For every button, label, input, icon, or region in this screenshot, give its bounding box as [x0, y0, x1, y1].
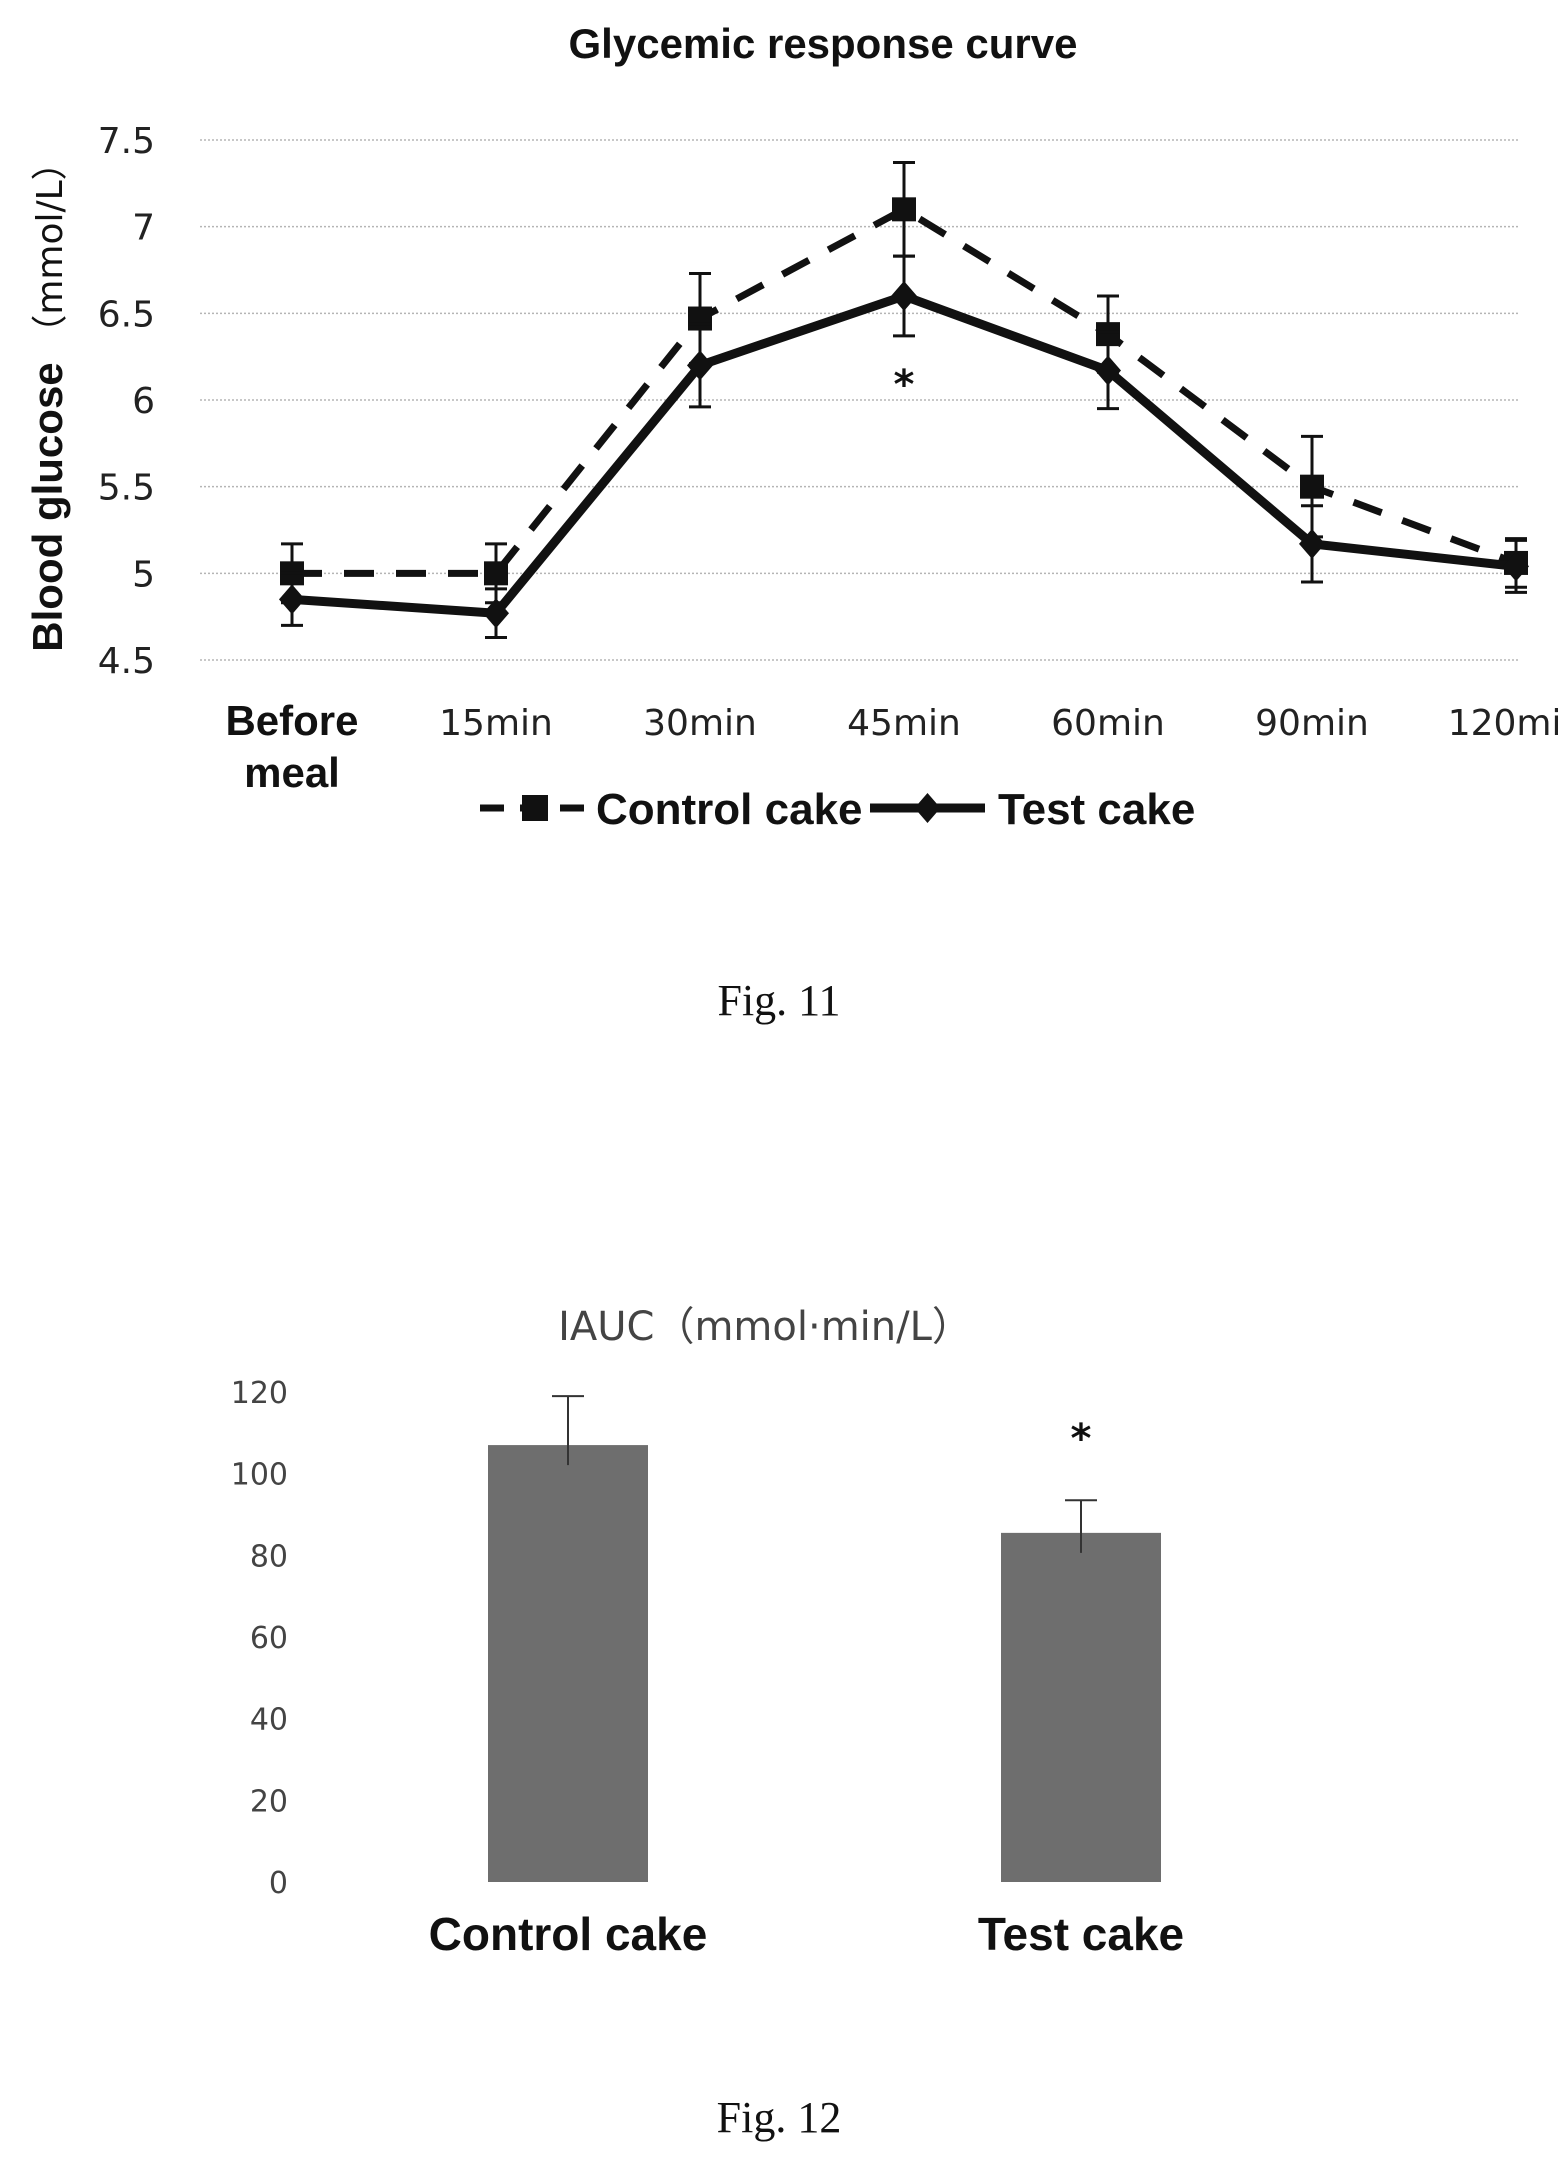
chart1-legend-marker-diamond: [914, 793, 941, 823]
chart1-x-tick-label: 90min: [1255, 703, 1369, 744]
chart1-y-tick-label: 7.5: [98, 121, 155, 162]
chart1-y-axis-label-main: Blood glucose: [24, 362, 71, 651]
chart1-legend-label: Test cake: [998, 785, 1195, 834]
chart2-y-tick-label: 0: [269, 1866, 288, 1901]
chart2-title: IAUC（mmol·min/L）: [558, 1304, 972, 1350]
chart1-x-ticks: Before meal 15min 30min 45min 60min 90min 120mi…: [225, 697, 1558, 796]
chart1-y-axis-label: Blood glucose （mmol/L）: [24, 144, 71, 651]
chart1-legend: Control cake Test cake: [480, 785, 1195, 834]
figure-12-caption: Fig. 12: [716, 2093, 842, 2142]
chart1-legend-label: Control cake: [596, 785, 863, 834]
chart1-x-tick-label: 15min: [439, 703, 553, 744]
chart1-point-diamond: [687, 350, 713, 381]
chart1-legend-marker-square: [522, 795, 548, 821]
glycemic-response-chart: Glycemic response curve 4.555.566.577.5 …: [24, 20, 1558, 834]
chart1-series-test-cake: [279, 254, 1529, 639]
chart1-significance-marker: *: [894, 362, 915, 408]
chart2-y-tick-label: 120: [231, 1376, 288, 1411]
chart2-x-ticks: Control cake Test cake: [429, 1908, 1184, 1960]
chart1-point-square: [1300, 474, 1324, 499]
chart1-x-tick-label: 45min: [847, 703, 961, 744]
chart1-point-diamond: [483, 598, 509, 629]
chart1-x-tick-label: 30min: [643, 703, 757, 744]
chart1-y-axis-label-unit: （mmol/L）: [30, 144, 71, 350]
chart1-point-diamond: [1503, 551, 1529, 582]
chart1-title: Glycemic response curve: [569, 20, 1078, 67]
chart1-series-group: [279, 161, 1529, 639]
chart2-y-ticks: 0 20 40 60 80 100 120: [231, 1376, 288, 1901]
chart1-y-tick-label: 6.5: [98, 294, 155, 335]
chart1-y-ticks: 4.5 5 5.5 6 6.5 7 7.5: [98, 121, 155, 682]
chart2-y-tick-label: 60: [250, 1621, 288, 1656]
chart1-point-square: [484, 561, 508, 586]
chart1-x-tick-label-line: Before: [225, 697, 358, 744]
chart2-y-tick-label: 100: [231, 1458, 288, 1493]
chart2-y-tick-label: 20: [250, 1784, 288, 1819]
chart1-x-tick-label: Before meal: [225, 697, 358, 796]
chart2-bar: [488, 1445, 648, 1882]
chart1-point-square: [892, 197, 916, 222]
chart1-series-line: [291, 291, 1517, 618]
chart2-y-tick-label: 80: [250, 1539, 288, 1574]
chart1-x-tick-label-line: meal: [244, 749, 340, 796]
iauc-bar-chart: IAUC（mmol·min/L） 0 20 40 60 80 100 120 Control…: [231, 1304, 1184, 1960]
chart1-point-diamond: [891, 281, 917, 311]
chart1-y-tick-label: 5.5: [98, 468, 155, 509]
chart1-annotations: *: [894, 362, 915, 408]
chart1-point-diamond: [1095, 355, 1121, 386]
chart1-point-diamond: [279, 584, 305, 615]
chart1-y-tick-label: 5: [132, 554, 155, 595]
chart2-x-tick-label: Control cake: [429, 1908, 708, 1960]
chart1-y-tick-label: 4.5: [98, 641, 155, 682]
figure-11-caption: Fig. 11: [717, 976, 841, 1025]
chart2-annotations: *: [1071, 1416, 1092, 1462]
chart2-y-tick-label: 40: [250, 1703, 288, 1738]
chart2-x-tick-label: Test cake: [978, 1908, 1184, 1960]
chart2-significance-marker: *: [1071, 1416, 1092, 1462]
chart2-bars: [488, 1395, 1161, 1882]
chart1-y-tick-label: 6: [132, 381, 155, 422]
chart1-y-tick-label: 7: [132, 208, 155, 249]
chart2-bar: [1001, 1532, 1161, 1882]
chart1-x-tick-label: 60min: [1051, 703, 1165, 744]
chart1-point-diamond: [1299, 528, 1325, 559]
chart1-x-tick-label: 120min: [1448, 703, 1558, 744]
